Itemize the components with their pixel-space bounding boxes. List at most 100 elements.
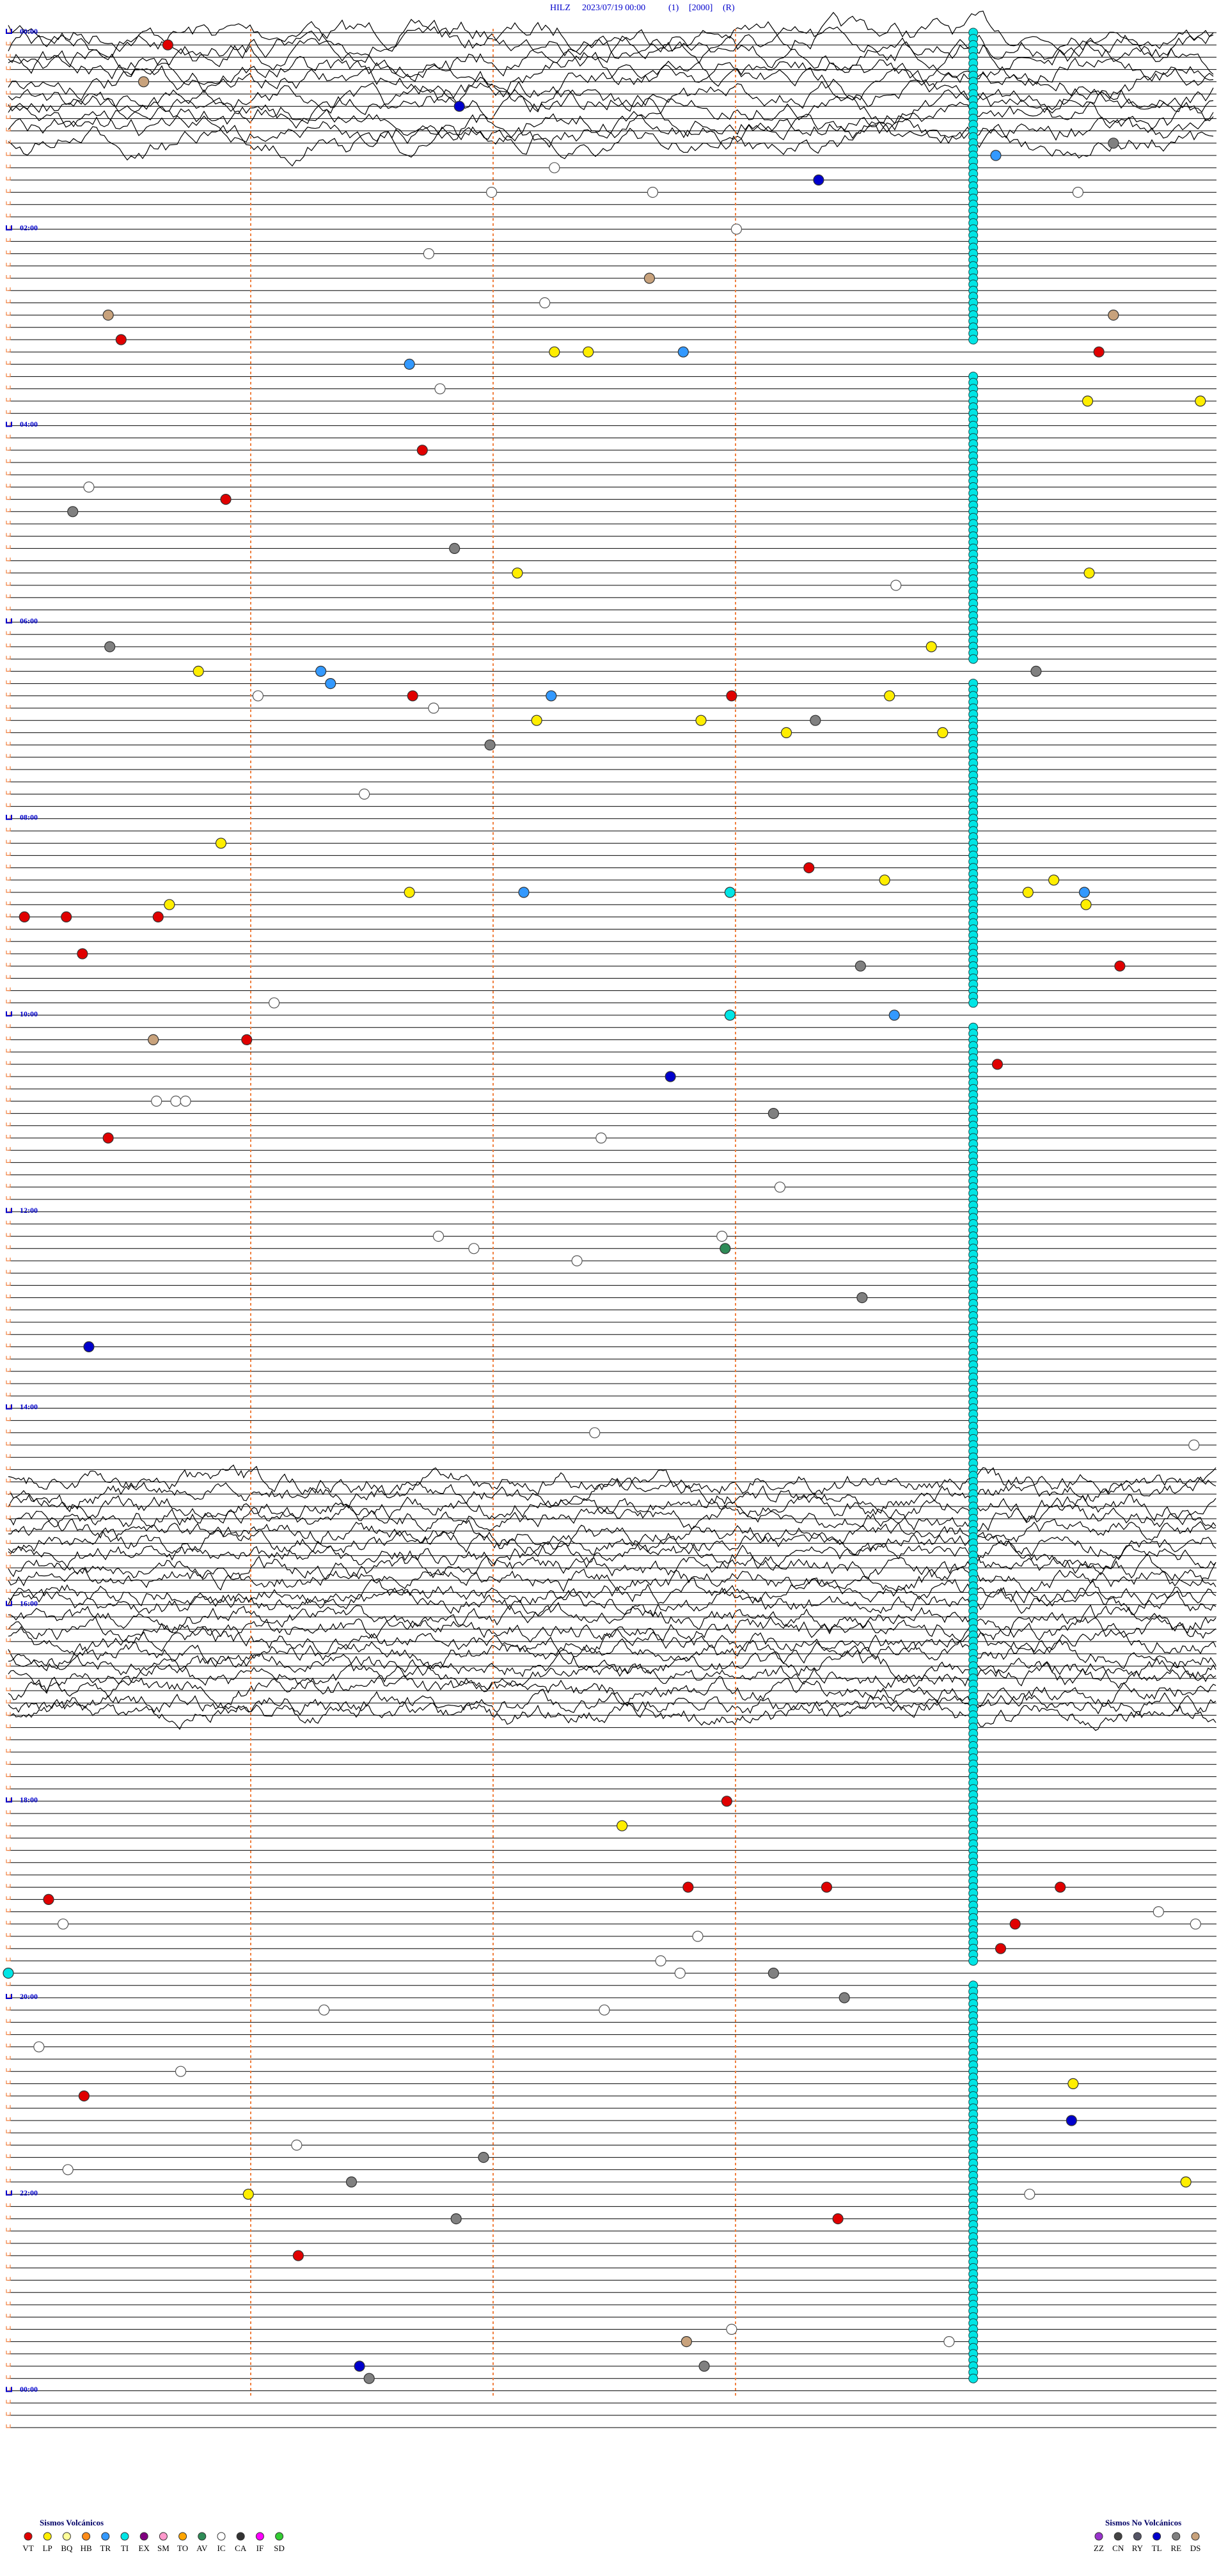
event-marker — [879, 874, 890, 886]
left-marks — [6, 29, 11, 2428]
row-mark — [6, 828, 11, 832]
hour-label: 04:00 — [20, 420, 38, 429]
row-mark — [6, 680, 11, 684]
legend: Sismos Volcánicos VT LP BQ HB TR TI EX SM TO AV IC C… — [22, 2518, 1200, 2553]
event-marker — [1078, 887, 1090, 898]
row-mark — [6, 349, 11, 352]
datetime: 2023/07/19 00:00 — [582, 3, 645, 13]
row-mark — [6, 42, 11, 45]
row-mark — [6, 2056, 11, 2060]
event-marker — [813, 174, 824, 186]
row-mark — [6, 606, 11, 610]
row-mark — [6, 201, 11, 205]
row-mark — [6, 361, 11, 365]
event-marker — [780, 727, 792, 739]
row-mark — [6, 127, 11, 132]
row-mark — [6, 459, 11, 463]
event-marker — [170, 1095, 182, 1107]
row-mark — [6, 2227, 11, 2232]
row-mark — [6, 1785, 11, 1790]
legend-swatch — [1114, 2532, 1122, 2541]
row-mark — [6, 2154, 11, 2158]
row-mark — [6, 876, 11, 881]
row-mark — [6, 594, 11, 598]
ti-marker — [968, 654, 979, 664]
event-marker — [449, 542, 460, 555]
scale: [2000] — [689, 3, 712, 13]
event-marker — [647, 187, 659, 198]
row-mark — [6, 2203, 11, 2207]
event-marker — [531, 715, 542, 726]
row-mark — [6, 1712, 11, 1716]
row-mark — [6, 545, 11, 549]
legend-code: HB — [81, 2543, 92, 2553]
trace — [8, 78, 1214, 115]
event-marker — [943, 2336, 955, 2348]
row-mark — [6, 471, 11, 475]
event-marker — [617, 1820, 628, 1831]
row-mark — [6, 2019, 11, 2023]
row-mark — [6, 54, 11, 58]
row-mark — [6, 1540, 11, 1544]
event-marker — [434, 383, 446, 395]
event-marker — [1072, 187, 1083, 198]
row-mark — [6, 139, 11, 144]
row-mark — [6, 1724, 11, 1728]
legend-title: Sismos Volcánicos — [40, 2518, 104, 2527]
event-marker — [854, 960, 866, 972]
row-mark — [6, 1957, 11, 1961]
trace — [8, 1505, 1216, 1533]
hour-label: 22:00 — [20, 2188, 38, 2197]
event-marker — [549, 346, 560, 358]
row-mark — [6, 1159, 11, 1163]
events — [3, 39, 1206, 2384]
legend-swatch — [139, 2532, 148, 2541]
legend-code: IF — [256, 2543, 264, 2553]
row-mark — [6, 1945, 11, 1949]
row-mark — [6, 1663, 11, 1667]
event-marker — [428, 702, 439, 714]
row-mark — [6, 803, 11, 807]
row-mark — [6, 446, 11, 451]
row-mark — [6, 484, 11, 487]
row-mark — [6, 1920, 11, 1925]
trace — [8, 1517, 1216, 1547]
event-marker — [291, 2139, 303, 2151]
event-marker — [102, 310, 114, 321]
row-mark — [6, 1171, 11, 1176]
event-marker — [716, 1230, 728, 1242]
event-marker — [1080, 899, 1092, 910]
event-marker — [345, 2176, 358, 2188]
hour-mark — [6, 225, 12, 231]
event-marker — [220, 493, 232, 505]
row-mark — [6, 1822, 11, 1826]
row-mark — [6, 2068, 11, 2072]
row-mark — [6, 2302, 11, 2305]
trace — [8, 1526, 1216, 1560]
row-mark — [6, 2399, 11, 2404]
hour-label: 18:00 — [20, 1796, 38, 1805]
row-mark — [6, 177, 11, 180]
row-mark — [6, 1393, 11, 1396]
row-mark — [6, 1466, 11, 1470]
event-marker — [512, 567, 523, 579]
event-marker — [148, 1034, 159, 1046]
row-mark — [6, 2215, 11, 2220]
legend-swatch — [62, 2532, 71, 2541]
row-mark — [6, 2338, 11, 2343]
event-marker — [518, 887, 530, 898]
event-marker — [3, 1968, 14, 1979]
row-mark — [6, 656, 11, 660]
event-marker — [363, 2373, 375, 2384]
trace — [8, 35, 1214, 79]
row-mark — [6, 569, 11, 574]
legend-swatch — [1172, 2532, 1181, 2541]
hour-mark — [6, 1600, 12, 1606]
event-marker — [164, 899, 175, 910]
row-mark — [6, 2314, 11, 2318]
row-mark — [6, 889, 11, 893]
event-marker — [1114, 960, 1126, 972]
legend-code: LP — [43, 2543, 52, 2553]
legend-code: TO — [177, 2543, 188, 2553]
